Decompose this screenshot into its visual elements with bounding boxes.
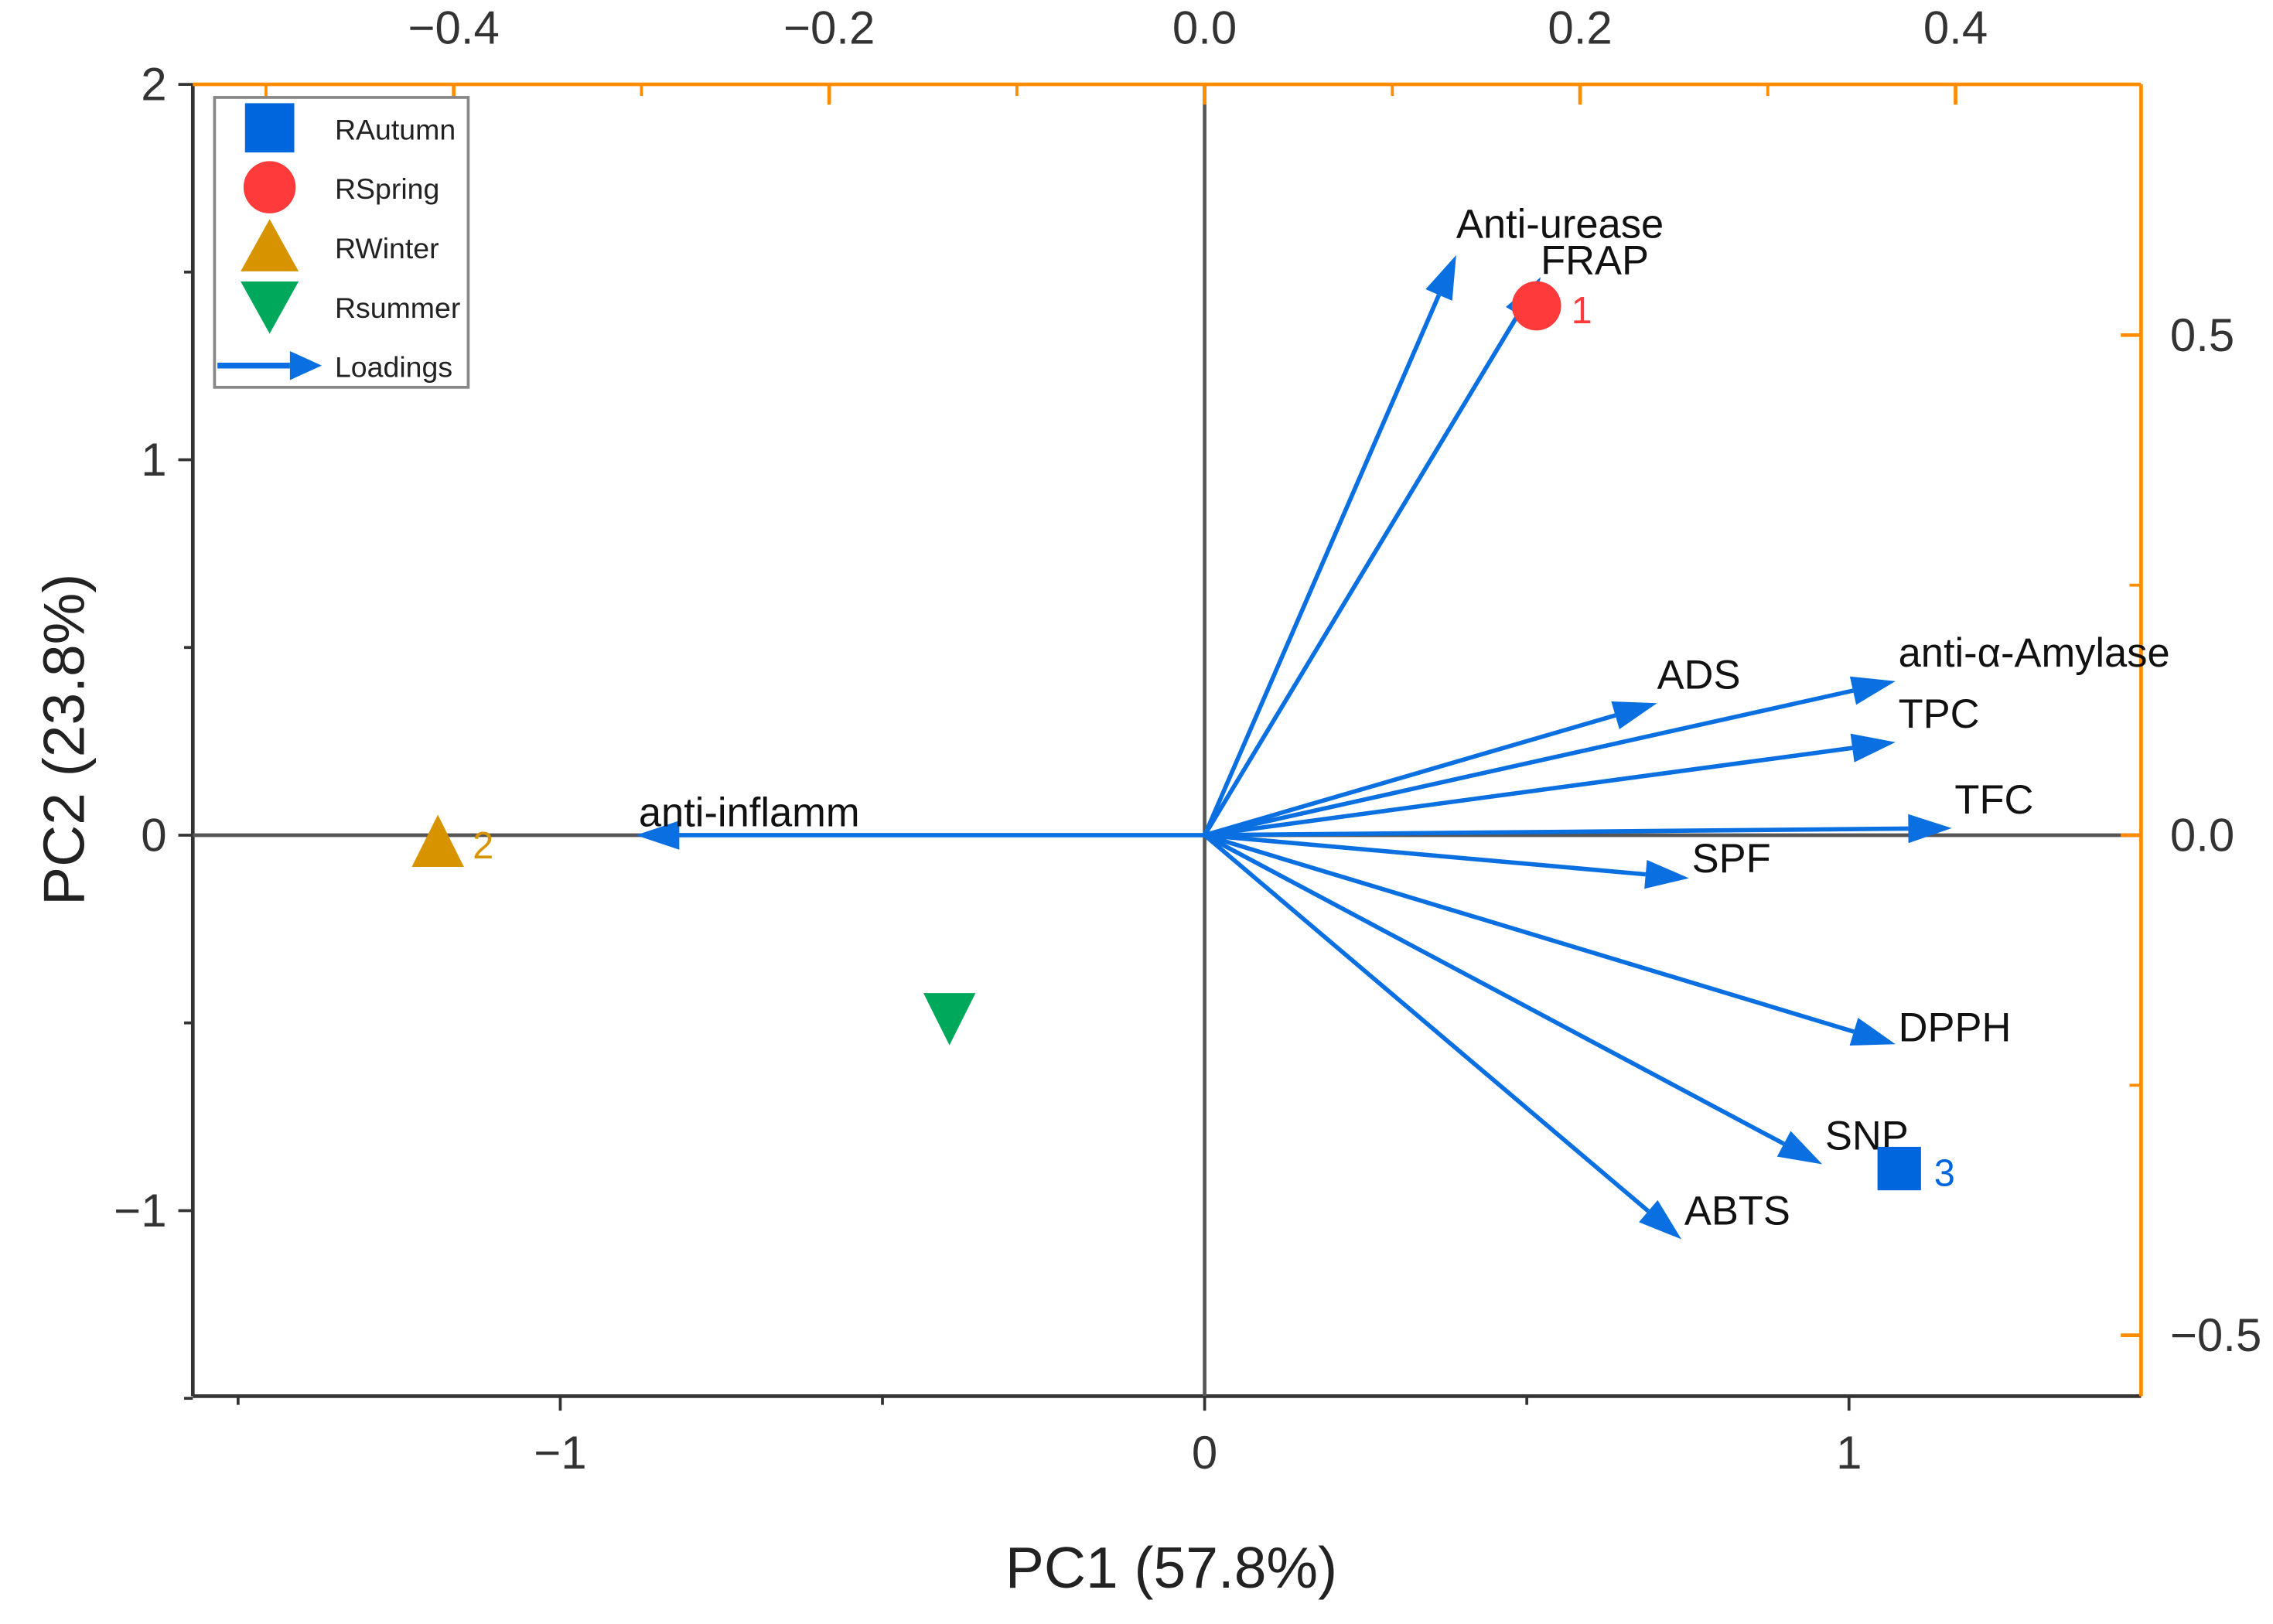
loading-arrowhead-anti-inflamm	[636, 821, 680, 850]
x-axis-label: PC1 (57.8%)	[1005, 1535, 1337, 1600]
legend-label: RAutumn	[335, 113, 456, 145]
x-tick-label: 1	[1836, 1427, 1862, 1479]
loading-label: Anti-urease	[1456, 201, 1664, 247]
legend-label: Rsummer	[335, 292, 460, 324]
loading-arrow-ABTS	[1203, 833, 1650, 1213]
loading-arrow-FRAP	[1203, 313, 1520, 837]
loading-label: FRAP	[1541, 238, 1649, 284]
top-tick-label: −0.2	[783, 2, 875, 54]
loading-arrowhead-ADS	[1611, 701, 1657, 730]
legend-marker-loadings-head	[289, 350, 323, 380]
x-tick-label: 0	[1192, 1427, 1217, 1479]
right-tick-label: −0.5	[2170, 1309, 2261, 1361]
score-point-RSpring	[1511, 281, 1561, 331]
score-label: 2	[473, 825, 493, 867]
loading-arrow-anti-α-Amylase	[1203, 688, 1854, 838]
loading-arrowhead-DPPH	[1849, 1018, 1896, 1046]
loading-label: ABTS	[1684, 1189, 1790, 1234]
y-tick-label: −1	[114, 1185, 166, 1237]
loading-arrowhead-SPF	[1644, 859, 1689, 889]
legend: RAutumn RSpring RWinter Rsummer Loadings	[213, 96, 470, 389]
loading-arrow-Anti-urease	[1203, 294, 1442, 837]
right-tick-label: 0.5	[2170, 309, 2234, 361]
score-label: 3	[1934, 1153, 1955, 1195]
loading-label: TPC	[1899, 691, 1980, 737]
loading-arrow-ADS	[1203, 713, 1616, 838]
loading-label: TFC	[1954, 777, 2033, 823]
loading-label: DPPH	[1899, 1005, 2012, 1051]
legend-marker-Rsummer	[241, 281, 299, 334]
score-point-RWinter	[411, 814, 464, 868]
y-tick-label: 1	[141, 434, 166, 486]
score-point-Rsummer	[923, 993, 976, 1046]
loading-label: ADS	[1657, 653, 1741, 698]
loading-arrowhead-Anti-urease	[1425, 254, 1456, 301]
legend-label: Loadings	[335, 351, 452, 384]
legend-marker-RWinter	[241, 219, 299, 271]
top-tick-label: 0.2	[1548, 2, 1612, 54]
loading-arrowhead-SNP	[1776, 1131, 1823, 1165]
legend-marker-RSpring	[243, 161, 296, 213]
loading-arrow-SNP	[1203, 833, 1785, 1146]
loading-label: anti-inflamm	[639, 790, 860, 836]
x-tick-label: −1	[534, 1427, 586, 1479]
right-tick-label: 0.0	[2170, 810, 2234, 861]
loading-arrowhead-TPC	[1850, 733, 1896, 763]
legend-marker-RAutumn	[244, 103, 295, 153]
score-point-RAutumn	[1877, 1146, 1921, 1191]
loading-label: SPF	[1692, 836, 1771, 882]
top-tick-label: 0.0	[1172, 2, 1237, 54]
loading-arrow-TPC	[1204, 745, 1853, 838]
loading-arrowhead-anti-α-Amylase	[1849, 676, 1896, 705]
top-tick-label: 0.4	[1923, 2, 1988, 54]
y-tick-label: 2	[141, 59, 166, 111]
top-tick-label: −0.4	[408, 2, 499, 54]
legend-label: RSpring	[335, 172, 439, 205]
y-axis-label: PC2 (23.8%)	[32, 574, 97, 906]
loading-label: anti-α-Amylase	[1899, 630, 2170, 676]
score-label: 1	[1572, 290, 1592, 332]
y-tick-label: 0	[141, 810, 166, 861]
legend-label: RWinter	[335, 232, 439, 264]
loading-arrowhead-TFC	[1908, 814, 1952, 844]
loading-arrow-DPPH	[1203, 833, 1855, 1034]
loading-arrow-SPF	[1204, 833, 1647, 877]
loading-arrowhead-ABTS	[1639, 1199, 1682, 1240]
loading-arrow-TFC	[1204, 826, 1909, 838]
